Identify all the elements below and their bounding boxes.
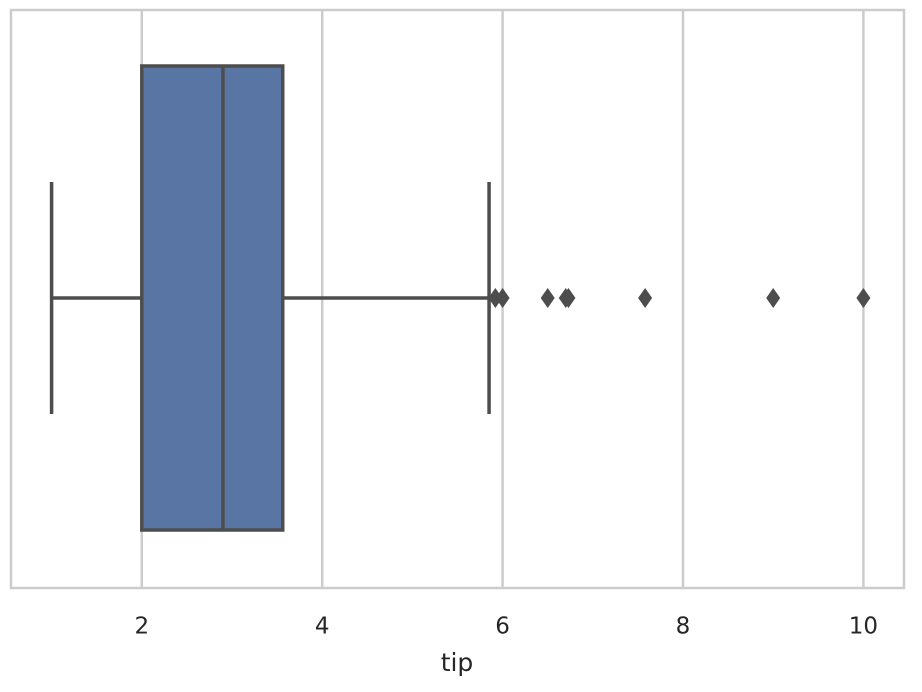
outlier xyxy=(540,288,555,308)
x-tick-label: 4 xyxy=(315,614,330,640)
x-tick-label: 2 xyxy=(134,614,149,640)
x-tick-label: 10 xyxy=(849,614,878,640)
outlier xyxy=(856,288,871,308)
outlier xyxy=(766,288,781,308)
outlier xyxy=(495,288,510,308)
outlier xyxy=(561,288,576,308)
x-tick-label: 6 xyxy=(495,614,510,640)
outlier xyxy=(488,288,503,308)
x-tick-label: 8 xyxy=(676,614,691,640)
outlier xyxy=(638,288,653,308)
x-axis-label: tip xyxy=(441,648,474,677)
box xyxy=(140,64,285,532)
